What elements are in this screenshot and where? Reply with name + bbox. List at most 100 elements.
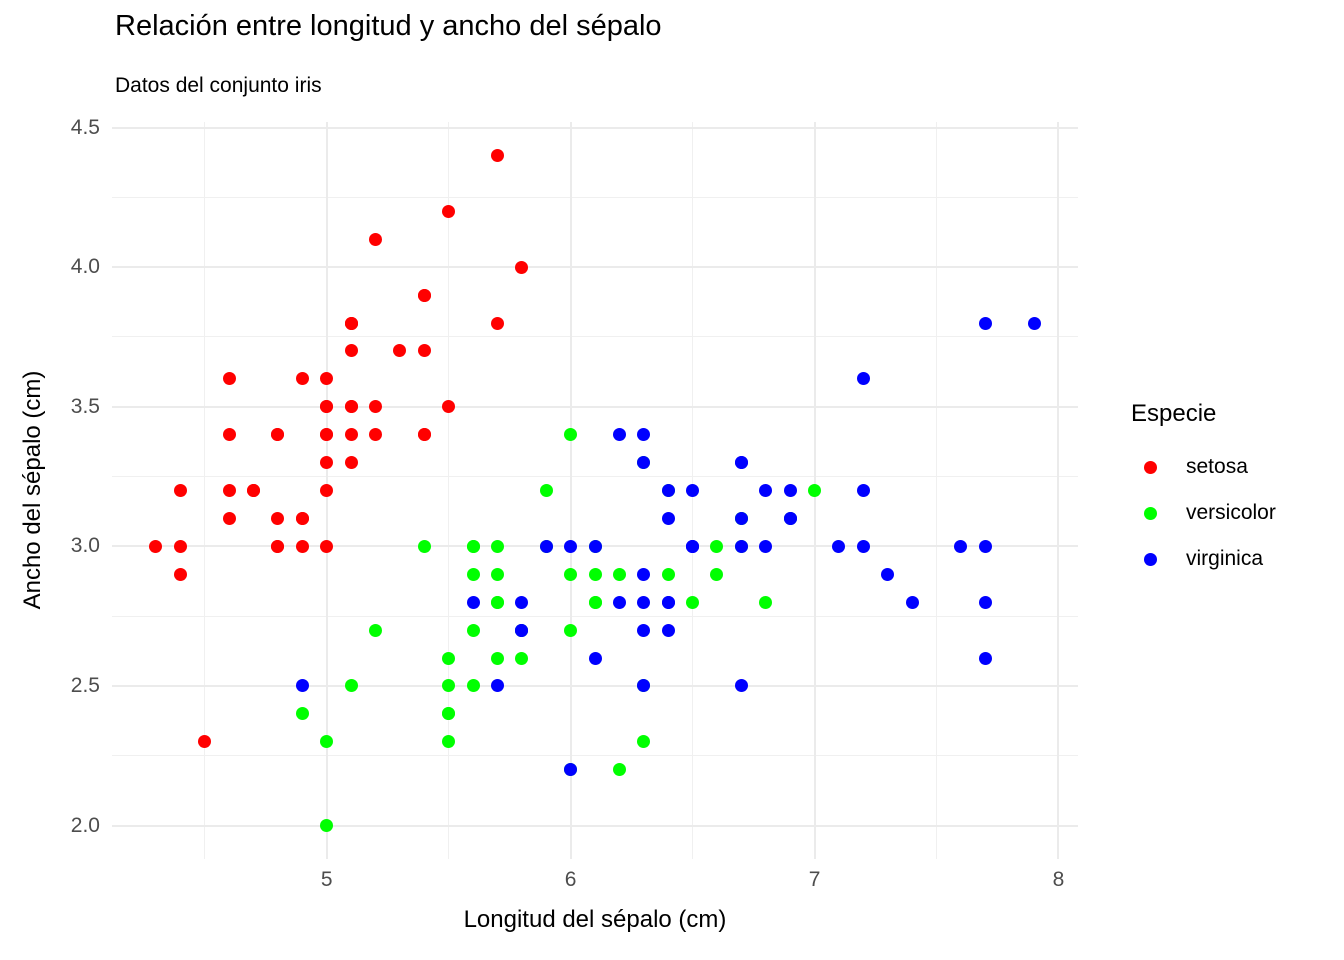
data-point-versicolor: [808, 484, 822, 497]
data-point-versicolor: [686, 595, 700, 609]
y-tick-label: 2.5: [70, 673, 100, 697]
legend-label-virginica: virginica: [1186, 547, 1264, 570]
data-point-virginica: [661, 595, 675, 609]
data-point-virginica: [661, 484, 675, 497]
data-point-setosa: [417, 288, 431, 302]
gridline-y-major: [112, 684, 1078, 687]
data-point-virginica: [905, 595, 919, 609]
data-point-versicolor: [320, 819, 334, 832]
gridline-y-major: [112, 126, 1078, 129]
data-point-virginica: [1027, 316, 1041, 330]
data-point-virginica: [856, 539, 870, 553]
legend-item-setosa: setosa: [1131, 444, 1276, 490]
y-tick-label: 4.0: [70, 255, 100, 279]
data-point-virginica: [759, 484, 773, 497]
data-point-setosa: [271, 539, 285, 553]
data-point-virginica: [637, 567, 651, 581]
data-point-virginica: [686, 484, 700, 497]
gridline-y-minor: [112, 476, 1078, 478]
gridline-x-major: [1057, 122, 1060, 859]
data-point-versicolor: [442, 707, 456, 721]
data-point-setosa: [417, 428, 431, 442]
data-point-versicolor: [710, 567, 724, 581]
data-point-versicolor: [515, 651, 529, 665]
data-point-versicolor: [417, 539, 431, 553]
data-point-versicolor: [661, 567, 675, 581]
gridline-y-major: [112, 266, 1078, 269]
data-point-virginica: [637, 595, 651, 609]
data-point-virginica: [564, 763, 578, 777]
data-point-virginica: [978, 539, 992, 553]
data-point-setosa: [246, 484, 260, 497]
legend-items: setosa versicolor virginica: [1131, 444, 1276, 582]
y-tick-label: 4.5: [70, 115, 100, 139]
data-point-virginica: [783, 511, 797, 525]
gridline-y-minor: [112, 755, 1078, 757]
data-point-virginica: [734, 511, 748, 525]
data-point-setosa: [344, 428, 358, 442]
data-point-virginica: [734, 539, 748, 553]
x-tick-label: 5: [320, 868, 333, 891]
legend-item-virginica: virginica: [1131, 536, 1276, 582]
x-tick-label: 7: [808, 868, 821, 891]
data-point-virginica: [881, 567, 895, 581]
data-point-virginica: [295, 679, 309, 693]
data-point-setosa: [222, 372, 236, 386]
data-point-virginica: [564, 539, 578, 553]
data-point-versicolor: [588, 595, 602, 609]
y-tick-label: 3.0: [70, 534, 100, 558]
data-point-versicolor: [564, 567, 578, 581]
gridline-y-minor: [112, 615, 1078, 617]
legend-title: Especie: [1131, 400, 1217, 427]
x-tick-label: 6: [564, 868, 577, 891]
data-point-versicolor: [612, 763, 626, 777]
data-point-versicolor: [466, 679, 480, 693]
legend-label-setosa: setosa: [1186, 455, 1248, 478]
data-point-virginica: [686, 539, 700, 553]
legend: Especie setosa versicolor virginica: [1131, 400, 1276, 582]
data-point-setosa: [442, 400, 456, 414]
data-point-setosa: [271, 428, 285, 442]
data-point-versicolor: [637, 735, 651, 749]
data-point-virginica: [466, 595, 480, 609]
data-point-versicolor: [442, 679, 456, 693]
data-point-virginica: [832, 539, 846, 553]
y-tick-label: 3.5: [70, 394, 100, 418]
data-point-versicolor: [466, 567, 480, 581]
data-point-virginica: [515, 623, 529, 637]
plot-panel: [112, 122, 1078, 859]
data-point-setosa: [417, 344, 431, 358]
data-point-virginica: [637, 623, 651, 637]
chart-title: Relación entre longitud y ancho del sépa…: [115, 10, 662, 42]
chart-subtitle: Datos del conjunto iris: [115, 74, 322, 97]
data-point-setosa: [198, 735, 212, 749]
gridline-x-minor: [448, 122, 450, 859]
data-point-setosa: [368, 400, 382, 414]
data-point-versicolor: [295, 707, 309, 721]
data-point-virginica: [734, 679, 748, 693]
data-point-virginica: [759, 539, 773, 553]
data-point-setosa: [173, 484, 187, 497]
gridline-y-minor: [112, 196, 1078, 198]
data-point-setosa: [368, 428, 382, 442]
data-point-virginica: [856, 484, 870, 497]
legend-item-versicolor: versicolor: [1131, 490, 1276, 536]
x-tick-label: 8: [1052, 868, 1065, 891]
y-tick-label: 2.0: [70, 813, 100, 837]
legend-label-versicolor: versicolor: [1186, 501, 1276, 524]
data-point-setosa: [222, 428, 236, 442]
data-point-virginica: [661, 511, 675, 525]
data-point-setosa: [149, 539, 163, 553]
data-point-versicolor: [466, 539, 480, 553]
data-point-virginica: [783, 484, 797, 497]
data-point-versicolor: [612, 567, 626, 581]
data-point-setosa: [393, 344, 407, 358]
data-point-setosa: [320, 372, 334, 386]
data-point-setosa: [173, 539, 187, 553]
gridline-x-minor: [204, 122, 206, 859]
legend-swatch-virginica: [1144, 552, 1157, 566]
data-point-setosa: [320, 428, 334, 442]
data-point-virginica: [978, 595, 992, 609]
data-point-versicolor: [710, 539, 724, 553]
